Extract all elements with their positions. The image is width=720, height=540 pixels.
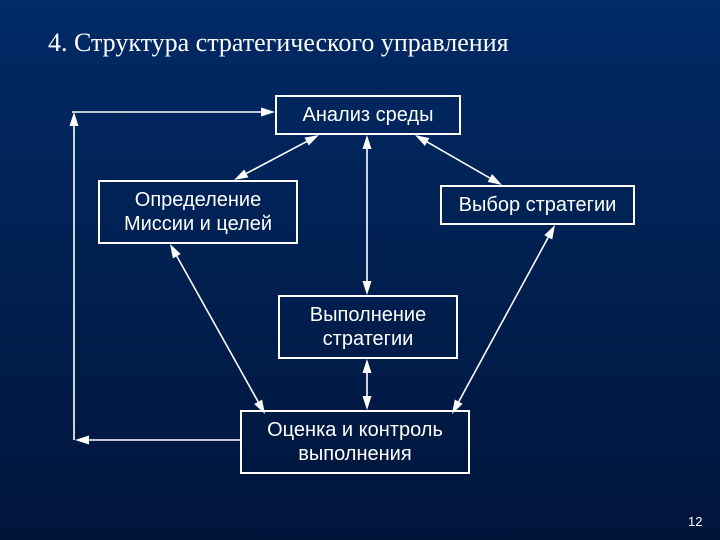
node-execute: Выполнение стратегии [278, 295, 458, 359]
slide: 4. Структура стратегического управления … [0, 0, 720, 540]
slide-title: 4. Структура стратегического управления [48, 28, 509, 58]
page-number: 12 [688, 514, 702, 529]
node-control: Оценка и контроль выполнения [240, 410, 470, 474]
node-analysis: Анализ среды [275, 95, 461, 135]
node-mission: Определение Миссии и целей [98, 180, 298, 244]
node-choice: Выбор стратегии [440, 185, 635, 225]
